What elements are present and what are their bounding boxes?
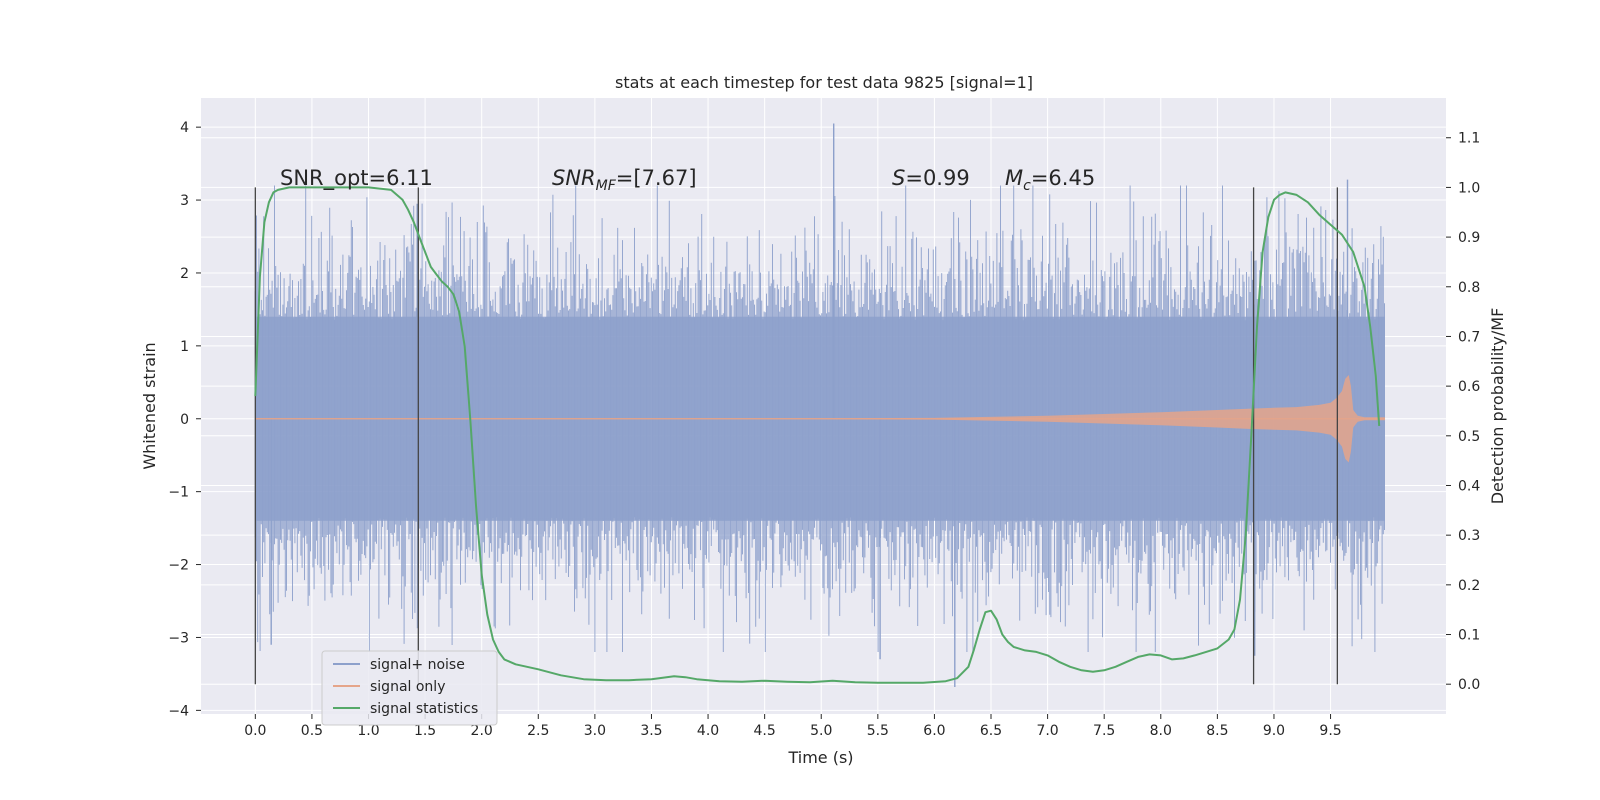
x-tick-label: 7.0: [1036, 723, 1058, 739]
legend-label-signal-only: signal only: [370, 679, 445, 695]
legend-box: [321, 650, 498, 726]
y-right-tick-label: 0.7: [1458, 329, 1480, 345]
annotation-s: S=0.99: [892, 166, 970, 190]
y-right-tick-label: 1.0: [1458, 180, 1480, 196]
y-left-tick-label: 1: [180, 339, 189, 355]
x-tick-label: 1.0: [357, 723, 379, 739]
x-tick-label: 0.0: [244, 723, 266, 739]
y-axis-left-ticks: 4 3 2 1 0 −1 −2 −3 −4: [168, 120, 201, 719]
x-tick-label: 3.0: [584, 723, 606, 739]
y-left-tick-label: −1: [168, 485, 189, 501]
series-signal-statistics: [254, 186, 1381, 684]
legend-label-signal-noise: signal+ noise: [370, 657, 465, 673]
x-axis-label: Time (s): [787, 748, 853, 767]
legend: signal+ noise signal only signal statist…: [321, 650, 498, 726]
annotation-snr-mf: SNRMF=[7.67]: [552, 166, 697, 194]
x-tick-label: 2.0: [471, 723, 493, 739]
x-tick-label: 9.0: [1263, 723, 1285, 739]
y-right-tick-label: 0.3: [1458, 528, 1480, 544]
x-tick-label: 7.5: [1093, 723, 1115, 739]
y-left-tick-label: 3: [180, 193, 189, 209]
y-right-tick-label: 0.8: [1458, 280, 1480, 296]
x-tick-label: 4.5: [754, 723, 776, 739]
annotation-mc: Mc=6.45: [1005, 166, 1095, 194]
vertical-markers: [254, 187, 1338, 685]
y-axis-left-label: Whitened strain: [140, 342, 159, 469]
y-left-tick-label: −3: [168, 630, 189, 646]
y-left-tick-label: 0: [180, 412, 189, 428]
x-tick-label: 3.5: [640, 723, 662, 739]
y-left-tick-label: 2: [180, 266, 189, 282]
x-tick-label: 6.5: [980, 723, 1002, 739]
x-tick-label: 0.5: [301, 723, 323, 739]
x-tick-label: 8.0: [1150, 723, 1172, 739]
legend-label-signal-statistics: signal statistics: [370, 701, 478, 717]
y-right-tick-label: 0.9: [1458, 230, 1480, 246]
y-right-tick-label: 0.4: [1458, 478, 1480, 494]
y-left-tick-label: −2: [168, 558, 189, 574]
y-left-tick-label: −4: [168, 703, 189, 719]
y-right-tick-label: 0.2: [1458, 578, 1480, 594]
y-right-tick-label: 0.6: [1458, 379, 1480, 395]
chart-title: stats at each timestep for test data 982…: [615, 73, 1033, 92]
x-tick-label: 5.0: [810, 723, 832, 739]
x-tick-label: 2.5: [527, 723, 549, 739]
x-tick-label: 6.0: [923, 723, 945, 739]
x-tick-label: 5.5: [867, 723, 889, 739]
x-axis-ticks: 0.0 0.5 1.0 1.5 2.0 2.5 3.0 3.5 4.0 4.5 5.0 5.5 6.0 6…: [244, 714, 1342, 739]
x-tick-label: 1.5: [414, 723, 436, 739]
statistics-line: [254, 186, 1381, 684]
series-signal-only: [255, 375, 1385, 463]
y-left-tick-label: 4: [180, 120, 189, 136]
y-right-tick-label: 0.5: [1458, 429, 1480, 445]
y-right-tick-label: 0.1: [1458, 628, 1480, 644]
noise-peaks: [270, 123, 1349, 687]
x-tick-label: 4.0: [697, 723, 719, 739]
annotation-snr-opt: SNR_opt=6.11: [280, 166, 433, 191]
y-right-tick-label: 0.0: [1458, 677, 1480, 693]
x-tick-label: 9.5: [1319, 723, 1341, 739]
x-tick-label: 8.5: [1206, 723, 1228, 739]
y-axis-right-ticks: 1.1 1.0 0.9 0.8 0.7 0.6 0.5 0.4 0.3 0.2 0.1 0.0: [1446, 131, 1480, 693]
y-right-tick-label: 1.1: [1458, 131, 1480, 147]
y-axis-right-label: Detection probability/MF: [1488, 308, 1507, 505]
